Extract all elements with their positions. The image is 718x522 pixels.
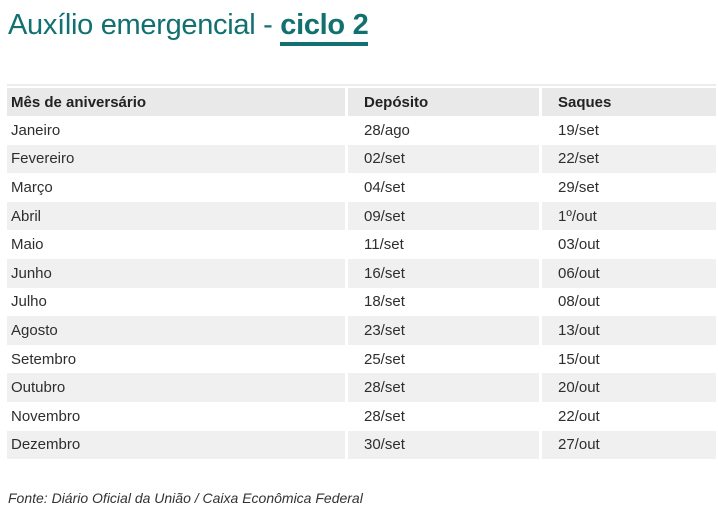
month-cell: Abril [7,201,345,231]
month-cell: Dezembro [7,430,345,460]
withdrawal-date-cell: 19/set [558,121,599,139]
withdrawal-date-cell: 03/out [558,236,600,254]
deposit-date-cell: 28/set [348,373,539,402]
deposit-date-cell: 11/set [364,236,404,254]
column-header-deposit: Depósito [348,88,539,116]
withdrawal-date-cell: 27/out [542,430,716,460]
withdrawal-date-cell: 13/out [542,316,716,345]
month-cell: Maio [11,236,44,254]
table-row: Março 04/set 29/set [7,173,716,202]
table-row: Maio 11/set 03/out [7,230,716,259]
deposit-date-cell: 28/set [364,407,405,425]
month-cell: Março [11,178,53,196]
table-row: Abril 09/set 1º/out [7,201,716,231]
divider [7,84,716,86]
withdrawal-date-cell: 22/set [542,144,716,174]
deposit-date-cell: 09/set [348,201,539,231]
withdrawal-date-cell: 1º/out [542,201,716,231]
page-title: Auxílio emergencial - ciclo 2 [8,8,718,46]
table-row: Janeiro 28/ago 19/set [7,116,716,145]
table-row: Junho 16/set 06/out [7,258,716,288]
table-row: Julho 18/set 08/out [7,288,716,317]
table-body: Janeiro 28/ago 19/set Fevereiro 02/set 2… [0,116,718,460]
source-note: Fonte: Diário Oficial da União / Caixa E… [8,490,363,507]
data-table: Mês de aniversário Depósito Saques Janei… [0,88,718,460]
table-row: Setembro 25/set 15/out [7,345,716,374]
month-cell: Fevereiro [7,144,345,174]
month-cell: Outubro [7,373,345,402]
deposit-date-cell: 02/set [348,144,539,174]
withdrawal-date-cell: 22/out [558,407,600,425]
withdrawal-date-cell: 08/out [558,293,600,311]
month-cell: Agosto [7,316,345,345]
page-title-prefix: Auxílio emergencial - [8,9,281,41]
deposit-date-cell: 28/ago [364,121,410,139]
column-header-month: Mês de aniversário [7,88,345,116]
month-cell: Junho [7,258,345,288]
deposit-date-cell: 18/set [364,293,405,311]
page-title-highlight: ciclo 2 [280,9,369,46]
table-row: Dezembro 30/set 27/out [7,430,716,460]
withdrawal-date-cell: 29/set [558,178,599,196]
deposit-date-cell: 04/set [364,178,405,196]
column-header-withdrawal: Saques [542,88,716,116]
month-cell: Janeiro [11,121,61,139]
month-cell: Novembro [11,407,81,425]
table-header-row: Mês de aniversário Depósito Saques [7,88,716,116]
deposit-date-cell: 16/set [348,258,539,288]
deposit-date-cell: 25/set [364,350,405,368]
withdrawal-date-cell: 15/out [558,350,600,368]
withdrawal-date-cell: 06/out [542,258,716,288]
table-row: Novembro 28/set 22/out [7,402,716,431]
table-row: Fevereiro 02/set 22/set [7,144,716,174]
table-row: Outubro 28/set 20/out [7,373,716,402]
month-cell: Julho [11,293,47,311]
deposit-date-cell: 30/set [348,430,539,460]
deposit-date-cell: 23/set [348,316,539,345]
table-row: Agosto 23/set 13/out [7,316,716,345]
withdrawal-date-cell: 20/out [542,373,716,402]
month-cell: Setembro [11,350,77,368]
